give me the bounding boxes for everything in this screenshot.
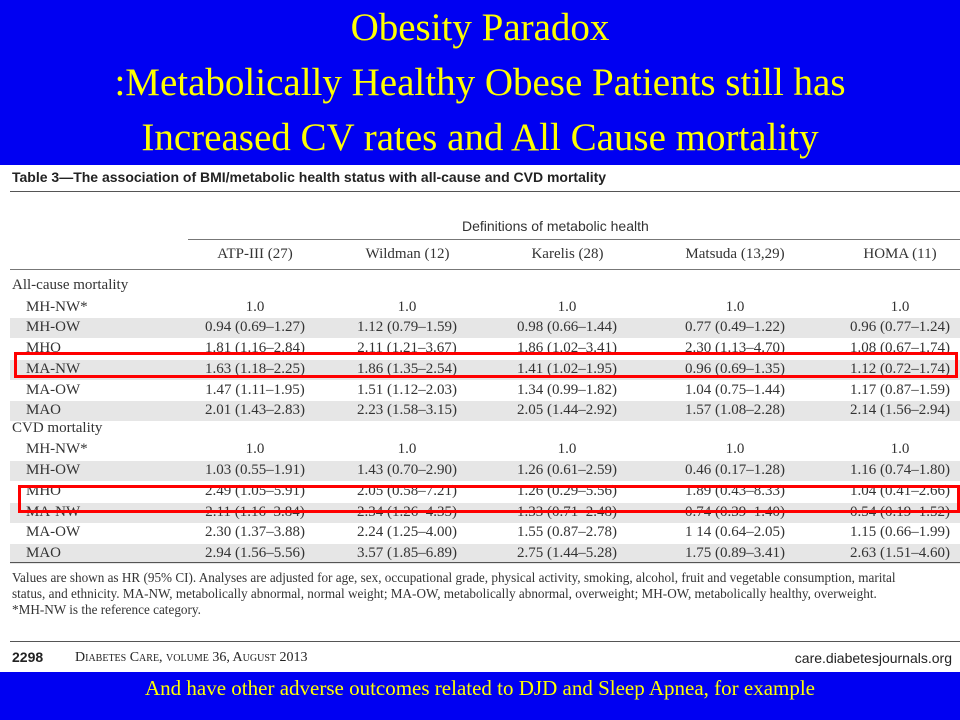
table-cell: 3.57 (1.85–6.89) — [357, 545, 457, 561]
table-cell: 0.96 (0.69–1.35) — [685, 361, 785, 377]
table-cell: 2.75 (1.44–5.28) — [517, 545, 617, 561]
table-row: MAO 2.01 (1.43–2.83) 2.23 (1.58–3.15) 2.05 … — [10, 401, 960, 421]
table-cell: 0.46 (0.17–1.28) — [685, 462, 785, 478]
table-cell: 1.12 (0.72–1.74) — [850, 361, 950, 377]
column-header: ATP-III (27) — [217, 246, 293, 262]
table-cell: 1.0 — [245, 299, 265, 315]
table-cell: 1.0 — [397, 299, 417, 315]
column-group-rule — [188, 239, 960, 240]
table-cell: 0.96 (0.77–1.24) — [850, 319, 950, 335]
section-label: All-cause mortality — [12, 277, 129, 293]
column-header: Karelis (28) — [531, 246, 604, 262]
table-cell: 0.77 (0.49–1.22) — [685, 319, 785, 335]
table-cell: 1.51 (1.12–2.03) — [357, 382, 457, 398]
journal-citation: Diabetes Care, volume 36, August 2013 — [75, 650, 308, 665]
table-cell: 0.94 (0.69–1.27) — [205, 319, 305, 335]
header-rule — [10, 269, 960, 270]
title-line-1: Obesity Paradox — [350, 6, 610, 49]
table-cell: 1.0 — [890, 441, 910, 457]
table-cell: 1.26 (0.61–2.59) — [517, 462, 617, 478]
row-label: MAO — [26, 545, 62, 561]
column-header: Matsuda (13,29) — [685, 246, 785, 262]
table-cell: 2.30 (1.37–3.88) — [205, 524, 305, 540]
table-cell: 1.0 — [397, 441, 417, 457]
footnote-line: Values are shown as HR (95% CI). Analyse… — [12, 570, 896, 585]
table-row: MA-OW 1.47 (1.11–1.95) 1.51 (1.12–2.03) 1.3… — [10, 381, 960, 401]
column-group-header: Definitions of metabolic health — [462, 218, 649, 234]
table-cell: 1.0 — [557, 441, 577, 457]
table-cell: 1 14 (0.64–2.05) — [685, 524, 785, 540]
table-cell: 1.15 (0.66–1.99) — [850, 524, 950, 540]
table-cell: 2.23 (1.58–3.15) — [357, 402, 457, 418]
table-cell: 2.24 (1.25–4.00) — [357, 524, 457, 540]
table-footnote: Values are shown as HR (95% CI). Analyse… — [12, 570, 957, 618]
table-cell: 1.86 (1.35–2.54) — [357, 361, 457, 377]
table-cell: 1.16 (0.74–1.80) — [850, 462, 950, 478]
journal-footer-rule — [10, 641, 960, 642]
footnote-line: *MH-NW is the reference category. — [12, 602, 201, 617]
table-row: MAO 2.94 (1.56–5.56) 3.57 (1.85–6.89) 2.75 … — [10, 544, 960, 564]
table-row: MH-OW 1.03 (0.55–1.91) 1.43 (0.70–2.90) 1.2… — [10, 461, 960, 481]
table-bottom-rule — [10, 562, 960, 563]
table-cell: 1.63 (1.18–2.25) — [205, 361, 305, 377]
row-label: MA-OW — [26, 382, 81, 398]
table-cell: 1.43 (0.70–2.90) — [357, 462, 457, 478]
table-row: MA-OW 2.30 (1.37–3.88) 2.24 (1.25–4.00) 1.5… — [10, 523, 960, 543]
title-line-3: Increased CV rates and All Cause mortali… — [141, 116, 819, 159]
row-label: MA-OW — [26, 524, 81, 540]
table-cell: 0.98 (0.66–1.44) — [517, 319, 617, 335]
table-cell: 1.0 — [557, 299, 577, 315]
table-cell: 1.03 (0.55–1.91) — [205, 462, 305, 478]
table-cell: 1.17 (0.87–1.59) — [850, 382, 950, 398]
table-top-rule — [10, 191, 960, 192]
table-row: MH-NW* 1.0 1.0 1.0 1.0 1.0 — [10, 440, 960, 460]
table-caption: Table 3—The association of BMI/metabolic… — [12, 169, 607, 185]
row-label: MH-OW — [26, 319, 81, 335]
table-cell: 1.12 (0.79–1.59) — [357, 319, 457, 335]
footnote-line: status, and ethnicity. MA-NW, metabolica… — [12, 586, 877, 601]
row-label: MA-NW — [26, 361, 81, 377]
highlight-box-cvd-ma-nw — [18, 485, 960, 513]
row-label: MH-NW* — [26, 441, 88, 457]
table-cell: 1.34 (0.99–1.82) — [517, 382, 617, 398]
table-cell: 2.01 (1.43–2.83) — [205, 402, 305, 418]
section-label: CVD mortality — [12, 420, 103, 436]
table-cell: 1.0 — [245, 441, 265, 457]
journal-url: care.diabetesjournals.org — [794, 650, 952, 666]
table-row: MH-OW 0.94 (0.69–1.27) 1.12 (0.79–1.59) 0.9… — [10, 318, 960, 338]
table-row: MH-NW* 1.0 1.0 1.0 1.0 1.0 — [10, 298, 960, 318]
table-cell: 1.47 (1.11–1.95) — [205, 382, 305, 398]
table-cell: 1.57 (1.08–2.28) — [685, 402, 785, 418]
table-cell: 1.04 (0.75–1.44) — [685, 382, 785, 398]
table-cell: 2.14 (1.56–2.94) — [850, 402, 950, 418]
table-cell: 2.63 (1.51–4.60) — [850, 545, 950, 561]
journal-table-image: Table 3—The association of BMI/metabolic… — [0, 165, 960, 672]
highlight-box-all-cause-ma-nw — [14, 352, 958, 378]
table-cell: 1.0 — [725, 441, 745, 457]
title-line-2: :Metabolically Healthy Obese Patients st… — [114, 61, 846, 104]
slide-title: Obesity Paradox :Metabolically Healthy O… — [0, 0, 960, 165]
table-row: MA-NW 2.11 (1.16–3.84) 2.34 (1.26–4.35) 1.3… — [10, 503, 960, 523]
table-cell: 1.55 (0.87–2.78) — [517, 524, 617, 540]
bottom-note: And have other adverse outcomes related … — [144, 676, 816, 700]
column-header: Wildman (12) — [365, 246, 450, 262]
table-cell: 1.0 — [725, 299, 745, 315]
page-number: 2298 — [12, 649, 44, 665]
row-label: MH-OW — [26, 462, 81, 478]
row-label: MH-NW* — [26, 299, 88, 315]
table-cell: 2.94 (1.56–5.56) — [205, 545, 305, 561]
column-header: HOMA (11) — [863, 246, 937, 262]
table-cell: 2.05 (1.44–2.92) — [517, 402, 617, 418]
table-cell: 1.0 — [890, 299, 910, 315]
row-label: MAO — [26, 402, 62, 418]
table-cell: 1.75 (0.89–3.41) — [685, 545, 785, 561]
table-cell: 1.41 (1.02–1.95) — [517, 361, 617, 377]
